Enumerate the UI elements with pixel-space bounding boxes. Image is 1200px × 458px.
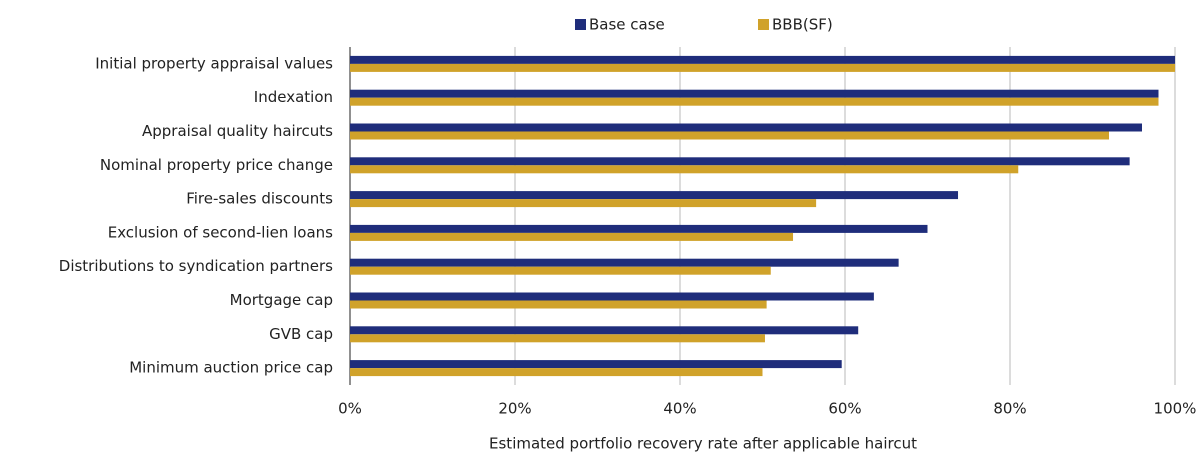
x-tick-label: 40%	[663, 400, 696, 418]
y-tick-label: Indexation	[254, 88, 333, 106]
y-tick-label: GVB cap	[269, 325, 333, 343]
y-tick-label: Distributions to syndication partners	[59, 257, 333, 275]
y-tick-label: Minimum auction price cap	[129, 359, 333, 377]
y-tick-label: Appraisal quality haircuts	[142, 122, 333, 140]
bar	[350, 360, 842, 369]
x-axis-title: Estimated portfolio recovery rate after …	[489, 435, 917, 453]
x-tick-label: 60%	[828, 400, 861, 418]
legend-label: BBB(SF)	[772, 16, 833, 34]
bar	[350, 258, 899, 267]
y-tick-label: Fire-sales discounts	[186, 190, 333, 208]
y-tick-label: Mortgage cap	[230, 291, 333, 309]
bar	[350, 266, 771, 275]
bar	[350, 191, 959, 200]
legend-swatch	[758, 19, 769, 30]
bar	[350, 199, 817, 208]
bar	[350, 55, 1175, 64]
bar	[350, 63, 1175, 72]
bar	[350, 89, 1159, 98]
bar	[350, 368, 763, 377]
bar	[350, 123, 1142, 132]
legend-label: Base case	[589, 16, 665, 34]
bar	[350, 232, 794, 241]
bar	[350, 165, 1019, 174]
x-tick-label: 100%	[1154, 400, 1197, 418]
bar	[350, 157, 1130, 166]
bar	[350, 326, 859, 335]
bar	[350, 224, 928, 233]
y-tick-label: Exclusion of second-lien loans	[108, 223, 333, 241]
x-tick-label: 20%	[498, 400, 531, 418]
x-tick-label: 80%	[993, 400, 1026, 418]
bar	[350, 334, 765, 343]
bar	[350, 300, 767, 309]
y-tick-label: Initial property appraisal values	[95, 54, 333, 72]
bar	[350, 292, 874, 301]
x-tick-label: 0%	[338, 400, 362, 418]
bar	[350, 97, 1159, 106]
bar	[350, 131, 1109, 140]
y-tick-label: Nominal property price change	[100, 156, 333, 174]
legend-swatch	[575, 19, 586, 30]
